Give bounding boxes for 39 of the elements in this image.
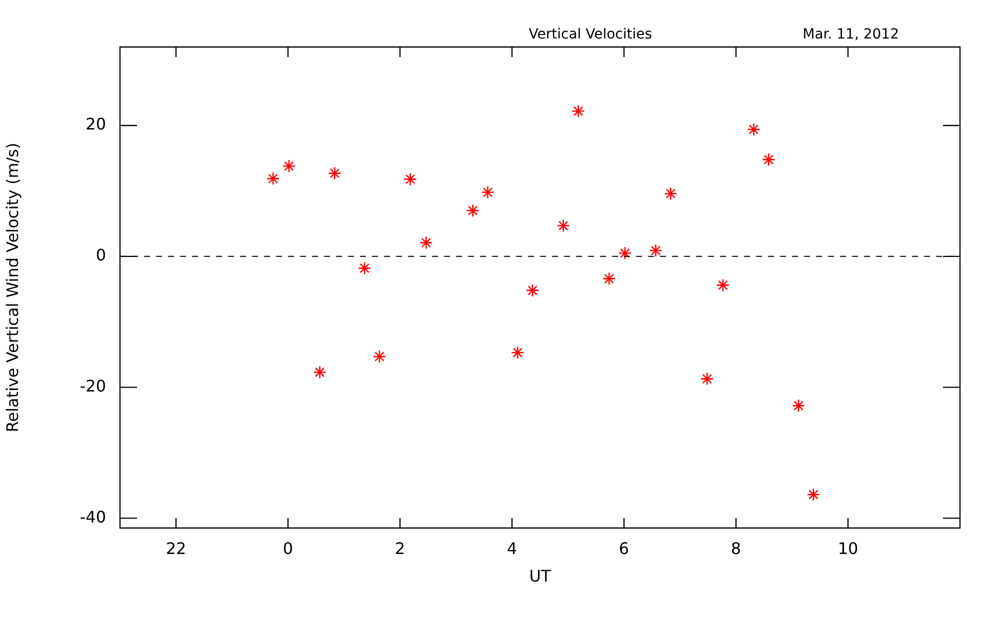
x-tick-label: 10 [838, 538, 858, 558]
point [404, 172, 417, 186]
x-axis-title: UT [529, 566, 551, 586]
point [700, 372, 714, 386]
point [358, 262, 372, 275]
point [266, 172, 280, 186]
x-tick-label: 2 [394, 538, 406, 558]
point [526, 284, 540, 298]
x-tick-label: 8 [730, 538, 742, 558]
y-tick-label: 20 [86, 114, 106, 134]
point [618, 246, 632, 260]
point [716, 278, 730, 292]
x-tick-label: 22 [166, 538, 186, 558]
point [328, 166, 342, 180]
point [481, 186, 494, 199]
y-tick-label: -40 [80, 507, 106, 526]
x-tick-label: 4 [506, 538, 518, 558]
point [806, 488, 820, 502]
point [664, 186, 678, 200]
point [792, 398, 806, 412]
x-tick-label: 0 [282, 538, 294, 558]
chart-subtitle: Mar. 11, 2012 [802, 26, 899, 43]
point [372, 350, 386, 364]
y-tick-label: -20 [80, 376, 106, 396]
y-axis-title: Relative Vertical Wind Velocity (m/s) [2, 142, 22, 432]
point [466, 204, 480, 218]
point [510, 346, 524, 360]
point [602, 272, 616, 286]
chart-title: Vertical Velocities [528, 26, 652, 43]
x-tick-label: 6 [618, 538, 630, 558]
point [556, 219, 570, 232]
point [572, 104, 585, 118]
point [282, 159, 296, 173]
point [419, 236, 433, 250]
point [649, 244, 662, 258]
point [762, 152, 776, 166]
y-tick-label: 0 [96, 246, 106, 265]
point [313, 366, 326, 379]
point [747, 122, 760, 136]
